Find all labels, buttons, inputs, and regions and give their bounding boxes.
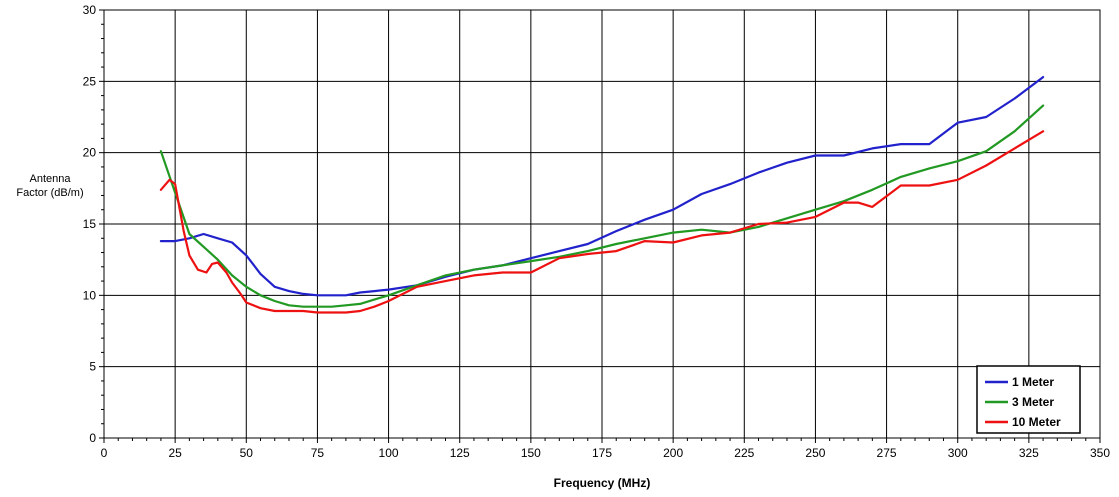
x-axis-title: Frequency (MHz) [554, 476, 651, 490]
legend-label: 10 Meter [1012, 415, 1061, 429]
x-tick-label: 75 [311, 446, 325, 460]
y-tick-label: 5 [89, 360, 96, 374]
y-tick-labels: 0 5 10 15 20 25 30 [83, 3, 97, 445]
x-tick-label: 300 [948, 446, 968, 460]
legend: 1 Meter 3 Meter 10 Meter [976, 365, 1081, 434]
legend-label: 3 Meter [1012, 395, 1054, 409]
y-tick-label: 30 [83, 3, 97, 17]
series-line-3-meter [159, 104, 1045, 308]
x-tick-label: 0 [101, 446, 108, 460]
x-tick-label: 25 [168, 446, 182, 460]
x-tick-label: 225 [734, 446, 754, 460]
x-tick-label: 125 [450, 446, 470, 460]
x-tick-label: 325 [1019, 446, 1039, 460]
x-tick-label: 250 [805, 446, 825, 460]
x-tick-label: 50 [240, 446, 254, 460]
y-tick-label: 15 [83, 217, 97, 231]
y-axis-title-line1: Antenna [30, 173, 72, 185]
minor-ticks [101, 23, 1087, 441]
legend-label: 1 Meter [1012, 375, 1054, 389]
x-tick-labels: 0 25 50 75 100 125 150 175 200 225 250 275 300 325 350 [101, 446, 1111, 460]
series-lines [159, 75, 1045, 314]
y-tick-label: 0 [89, 431, 96, 445]
x-tick-label: 200 [663, 446, 683, 460]
x-tick-label: 100 [379, 446, 399, 460]
series-line-10-meter [159, 130, 1045, 314]
y-tick-label: 25 [83, 74, 97, 88]
x-tick-label: 350 [1090, 446, 1110, 460]
y-axis-title-line2: Factor (dB/m) [16, 187, 83, 199]
y-tick-label: 10 [83, 288, 97, 302]
x-tick-label: 175 [592, 446, 612, 460]
y-tick-label: 20 [83, 146, 97, 160]
x-tick-label: 275 [877, 446, 897, 460]
x-tick-label: 150 [521, 446, 541, 460]
